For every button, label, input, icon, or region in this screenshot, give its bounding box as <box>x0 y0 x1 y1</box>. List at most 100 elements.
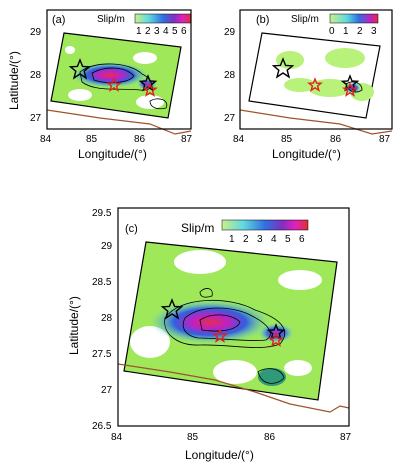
x-tick: 87 <box>181 134 193 145</box>
zero-slip-patch <box>68 89 92 101</box>
y-ticks: 29 28 27 <box>224 27 236 124</box>
x-tick: 86 <box>330 134 342 145</box>
y-axis-label: Latitude/(°) <box>7 51 21 110</box>
x-tick: 85 <box>86 134 98 145</box>
colorbar-tick: 6 <box>299 234 305 245</box>
low-slip-patch <box>325 48 365 68</box>
colorbar-tick: 3 <box>257 234 263 245</box>
colorbar-tick: 5 <box>285 234 291 245</box>
plot-frame <box>46 9 192 130</box>
y-tick: 29 <box>101 241 113 252</box>
low-slip-patch <box>276 51 304 69</box>
country-border <box>239 109 393 135</box>
low-slip-patch <box>284 78 316 92</box>
zero-slip-patch <box>284 360 312 376</box>
x-tick: 84 <box>233 134 245 145</box>
y-tick: 28.5 <box>92 277 112 288</box>
aftershock-star <box>340 74 360 92</box>
x-tick: 85 <box>187 432 199 443</box>
slip-contour <box>91 67 135 84</box>
panel-label: (b) <box>256 14 269 26</box>
fault-plane-b <box>248 32 381 119</box>
x-ticks: 84 85 86 87 <box>233 134 391 145</box>
colorbar-tick: 1 <box>343 26 349 37</box>
aftershock-star <box>266 323 286 341</box>
country-border <box>46 109 192 135</box>
x-axis-label: Longitude/(°) <box>78 147 147 161</box>
y-tick: 26.5 <box>92 421 112 432</box>
colorbar-title: Slip/m <box>97 14 125 25</box>
red-star <box>342 82 358 97</box>
colorbar-ticks: 0 1 2 3 <box>329 26 377 37</box>
y-tick: 27 <box>224 113 236 124</box>
slip-contour <box>199 288 213 298</box>
colorbar-tick: 3 <box>154 26 160 37</box>
colorbar <box>329 13 379 24</box>
plot-frame <box>117 207 350 427</box>
red-star <box>307 77 323 92</box>
colorbar-tick: 1 <box>229 234 235 245</box>
x-ticks: 84 85 86 87 <box>40 134 193 145</box>
y-ticks: 29 28 27 <box>30 27 42 124</box>
slip-asperity <box>72 62 148 88</box>
x-tick: 84 <box>40 134 52 145</box>
country-border <box>117 363 350 413</box>
x-tick: 86 <box>134 134 146 145</box>
zero-slip-patch <box>278 270 322 290</box>
zero-slip-patch <box>133 52 157 64</box>
aftershock-star <box>138 74 158 92</box>
red-star <box>212 328 228 343</box>
epicenter-star <box>160 298 184 320</box>
x-axis-label: Longitude/(°) <box>272 147 341 161</box>
slip-contour <box>345 81 363 93</box>
slip-contour <box>257 368 285 384</box>
x-tick: 84 <box>111 432 123 443</box>
colorbar-tick: 0 <box>329 26 335 37</box>
colorbar-tick: 2 <box>243 234 249 245</box>
colorbar-tick: 1 <box>136 26 142 37</box>
zero-slip-patch <box>213 360 257 384</box>
colorbar-tick: 4 <box>163 26 169 37</box>
x-tick: 87 <box>340 432 352 443</box>
y-axis-label: Latitude/(°) <box>67 296 81 355</box>
y-tick: 29.5 <box>92 208 112 219</box>
slip-contour <box>182 307 271 341</box>
x-axis-label: Longitude/(°) <box>185 448 254 462</box>
y-tick: 29 <box>30 27 42 38</box>
colorbar-tick: 6 <box>181 26 187 37</box>
panel-label: (a) <box>52 14 65 26</box>
x-ticks: 84 85 86 87 <box>111 432 352 443</box>
colorbar-title: Slip/m <box>291 14 319 25</box>
epicenter-star <box>271 57 295 79</box>
y-tick: 28 <box>224 70 236 81</box>
y-ticks: 29.5 29 28.5 28 27.5 27 26.5 <box>92 208 113 432</box>
epicenter-star <box>68 58 92 80</box>
red-star <box>268 332 284 347</box>
colorbar-ticks: 1 2 3 4 5 6 <box>136 26 187 37</box>
red-star <box>142 82 158 97</box>
x-tick: 87 <box>379 134 391 145</box>
y-tick: 29 <box>224 27 236 38</box>
y-tick: 27 <box>101 385 113 396</box>
colorbar-tick: 2 <box>145 26 151 37</box>
y-tick: 28 <box>101 313 113 324</box>
panel-a: Slip/m 1 2 3 4 5 6 (a) 84 85 86 87 29 28… <box>7 9 193 161</box>
slip-contour <box>199 314 241 332</box>
y-tick: 28 <box>30 70 42 81</box>
x-tick: 85 <box>281 134 293 145</box>
colorbar <box>221 219 309 231</box>
zero-slip-patch <box>65 46 75 54</box>
y-tick: 27.5 <box>92 349 112 360</box>
colorbar-tick: 4 <box>271 234 277 245</box>
slip-contour <box>149 98 168 110</box>
colorbar-ticks: 1 2 3 4 5 6 <box>229 234 305 245</box>
panel-label: (c) <box>125 223 138 235</box>
red-star <box>106 77 122 92</box>
zero-slip-patch <box>174 250 226 274</box>
y-tick: 27 <box>30 113 42 124</box>
plot-frame <box>239 9 393 130</box>
panel-c: Slip/m 1 2 3 4 5 6 (c) 84 85 86 87 29.5 … <box>67 207 352 462</box>
x-tick: 86 <box>264 432 276 443</box>
colorbar-title: Slip/m <box>181 221 214 235</box>
